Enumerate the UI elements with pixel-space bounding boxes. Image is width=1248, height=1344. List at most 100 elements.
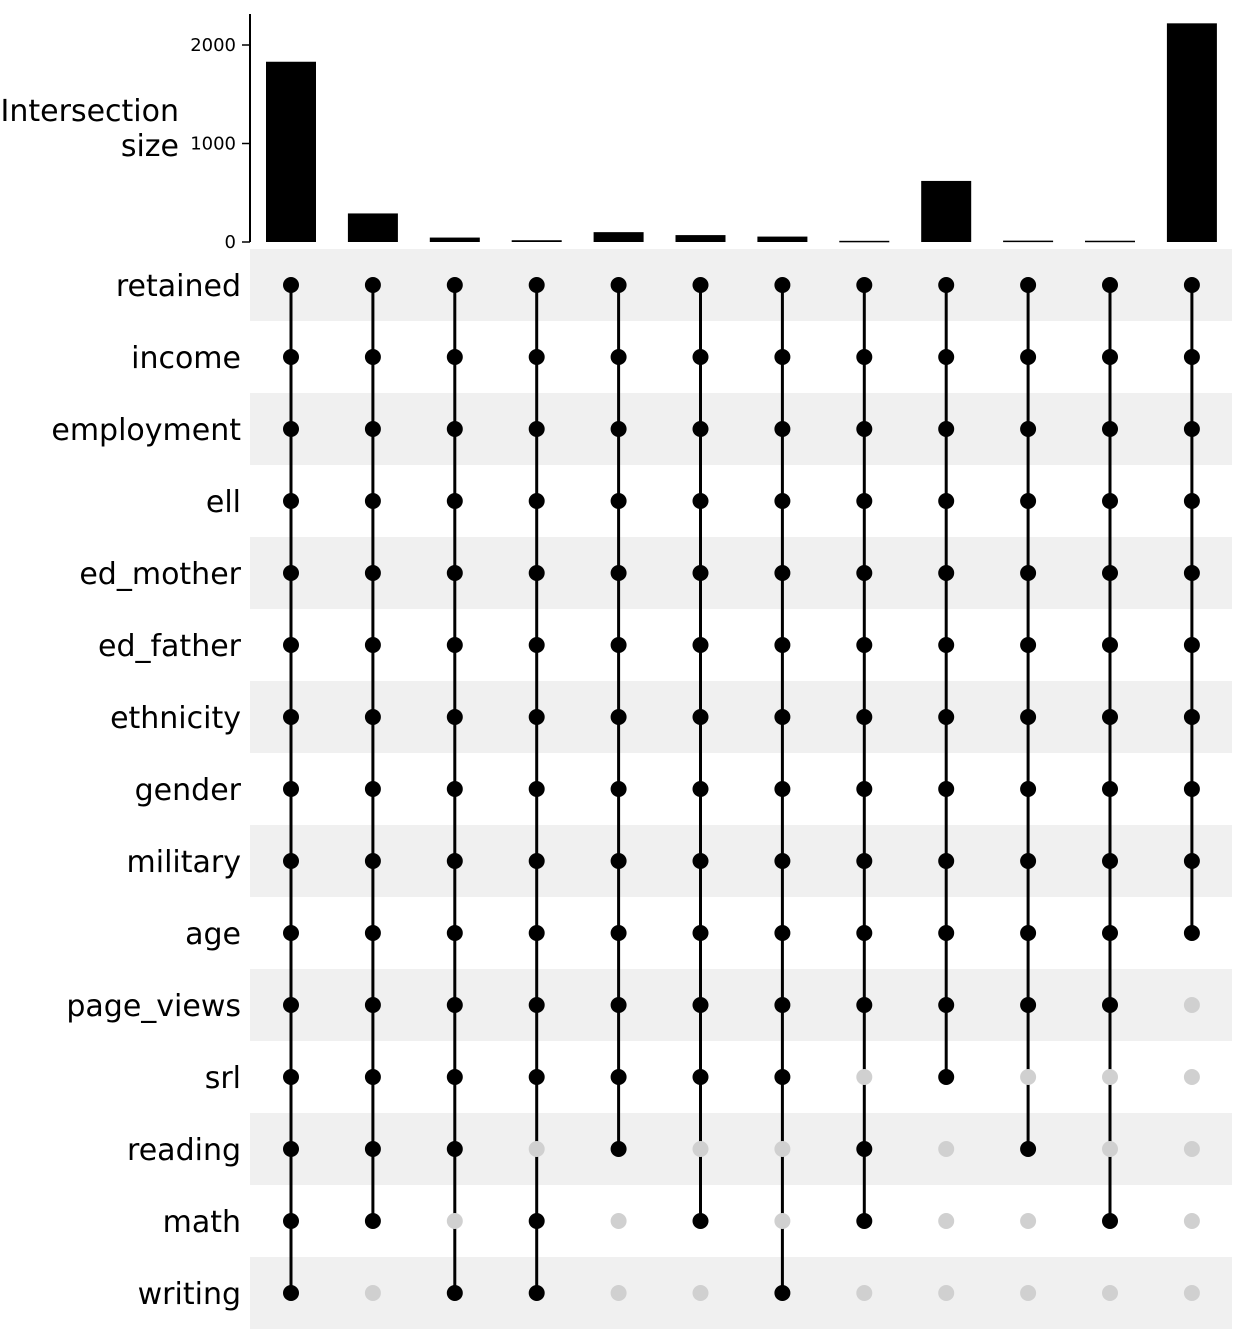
set-label: srl (205, 1061, 241, 1096)
set-label: ed_father (98, 629, 242, 664)
matrix-dot-active (1102, 781, 1118, 797)
matrix-dot-active (283, 1213, 299, 1229)
matrix-dot-active (364, 1213, 381, 1229)
matrix-dot-active (774, 493, 791, 509)
matrix-dot-active (283, 781, 299, 797)
matrix-dot-active (938, 493, 955, 509)
matrix-dot-active (283, 709, 299, 725)
intersection-bar (1085, 240, 1135, 243)
matrix-dot-active (283, 997, 299, 1013)
matrix-dot-active (938, 709, 955, 725)
matrix-dot-active (692, 421, 709, 437)
matrix-dot-active (774, 709, 791, 725)
matrix-dot-active (856, 349, 873, 365)
matrix-dot-active (528, 853, 545, 869)
matrix-dot-active (1183, 925, 1200, 941)
intersection-bar (347, 213, 398, 242)
matrix-dot-active (938, 349, 955, 365)
set-label: ed_mother (79, 557, 241, 592)
matrix-dot-active (1102, 493, 1118, 509)
row-stripe (250, 969, 1232, 1041)
matrix-dot-active (1020, 637, 1037, 653)
intersection-size-axis: Intersection size (1, 14, 251, 242)
matrix-dot-active (1102, 277, 1118, 293)
matrix-dot-active (364, 781, 381, 797)
matrix-dot-active (528, 421, 545, 437)
matrix-dot-active (856, 997, 873, 1013)
matrix-dot-inactive (446, 1213, 463, 1229)
matrix-dot-active (774, 781, 791, 797)
matrix-dot-active (1102, 637, 1118, 653)
matrix-dot-active (692, 781, 709, 797)
matrix-dot-active (528, 277, 545, 293)
matrix-dot-active (446, 421, 463, 437)
matrix-dot-active (856, 781, 873, 797)
matrix-dot-active (528, 1069, 545, 1085)
y-axis-title-line1: Intersection (1, 94, 179, 129)
matrix-dot-active (283, 565, 299, 581)
matrix-dot-inactive (1102, 1141, 1118, 1157)
matrix-dot-active (692, 637, 709, 653)
matrix-dot-active (610, 1069, 627, 1085)
matrix-dot-active (283, 493, 299, 509)
matrix-dot-inactive (938, 1213, 955, 1229)
matrix-dot-active (1020, 997, 1037, 1013)
set-labels: retained income employment ell ed_mother ed_f… (51, 269, 241, 1312)
matrix-dot-active (610, 421, 627, 437)
matrix-dot-inactive (1020, 1285, 1037, 1301)
matrix-dot-active (774, 1069, 791, 1085)
matrix-dot-active (1102, 853, 1118, 869)
matrix-dot-active (1102, 925, 1118, 941)
matrix-dot-active (774, 997, 791, 1013)
matrix-dot-active (283, 1141, 299, 1157)
matrix-dot-active (610, 997, 627, 1013)
matrix-dot-inactive (1102, 1285, 1118, 1301)
set-label: page_views (66, 989, 241, 1024)
matrix-dot-active (1020, 565, 1037, 581)
matrix-dot-active (692, 997, 709, 1013)
matrix-dot-active (856, 493, 873, 509)
row-stripe (250, 393, 1232, 465)
matrix-dot-active (774, 349, 791, 365)
matrix-dot-active (610, 349, 627, 365)
matrix-dot-active (856, 277, 873, 293)
y-tick-label: 1000 (190, 134, 236, 155)
matrix-dot-active (1102, 349, 1118, 365)
row-stripe (250, 1113, 1232, 1185)
matrix-dot-active (1020, 853, 1037, 869)
matrix-dot-active (610, 637, 627, 653)
matrix-dot-active (692, 493, 709, 509)
matrix-dot-active (364, 493, 381, 509)
matrix-dot-inactive (692, 1285, 709, 1301)
matrix-dot-active (528, 565, 545, 581)
matrix-dot-inactive (610, 1213, 627, 1229)
matrix-dot-inactive (774, 1141, 791, 1157)
matrix-dot-inactive (1020, 1069, 1037, 1085)
matrix-dot-active (446, 925, 463, 941)
matrix-dot-active (1020, 709, 1037, 725)
matrix-dot-active (938, 853, 955, 869)
matrix-dot-active (283, 1285, 299, 1301)
intersection-bar (839, 240, 890, 243)
set-label: math (163, 1205, 241, 1240)
intersection-bar (429, 237, 480, 242)
matrix-dot-active (774, 853, 791, 869)
matrix-dot-active (1020, 925, 1037, 941)
intersection-bar (1003, 240, 1054, 243)
matrix-dot-active (774, 637, 791, 653)
matrix-dot-active (528, 997, 545, 1013)
matrix-dot-active (1020, 493, 1037, 509)
matrix-dot-inactive (1183, 1069, 1200, 1085)
set-label: military (127, 845, 241, 880)
matrix-dot-active (938, 277, 955, 293)
matrix-dot-active (1183, 421, 1200, 437)
matrix-dot-active (610, 277, 627, 293)
matrix-dot-active (283, 853, 299, 869)
intersection-bar (757, 236, 808, 242)
matrix-dot-inactive (1102, 1069, 1118, 1085)
matrix-dot-active (364, 349, 381, 365)
matrix-dot-inactive (1183, 997, 1200, 1013)
row-stripes (250, 249, 1232, 1329)
set-label: gender (135, 773, 242, 808)
matrix-dot-active (1102, 997, 1118, 1013)
